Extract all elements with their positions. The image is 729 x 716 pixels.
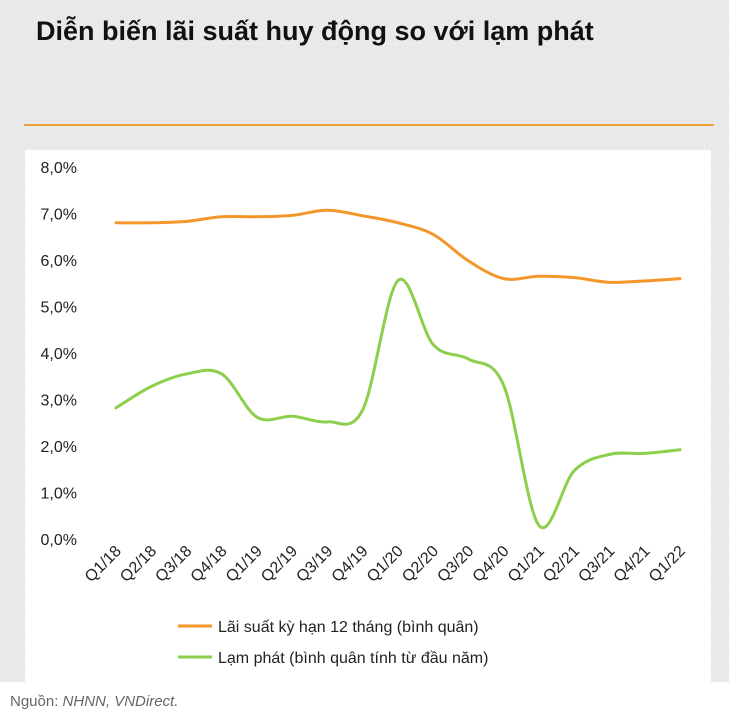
x-tick-label: Q3/18: [152, 543, 195, 586]
y-tick-label: 6,0%: [41, 253, 77, 270]
x-tick-label: Q2/21: [540, 543, 583, 586]
x-tick-label: Q3/19: [293, 543, 336, 586]
y-tick-label: 8,0%: [41, 160, 77, 177]
x-axis: Q1/18Q2/18Q3/18Q4/18Q1/19Q2/19Q3/19Q4/19…: [82, 543, 689, 586]
y-tick-label: 2,0%: [41, 439, 77, 456]
x-tick-label: Q4/20: [470, 543, 513, 586]
series-line-0: [114, 208, 682, 284]
source-value: NHNN, VNDirect.: [62, 693, 179, 710]
x-tick-label: Q1/21: [505, 543, 548, 586]
y-tick-label: 0,0%: [41, 532, 77, 549]
x-tick-label: Q3/21: [575, 543, 618, 586]
x-tick-label: Q4/21: [611, 543, 654, 586]
legend: Lãi suất kỳ hạn 12 tháng (bình quân) Lạm …: [178, 619, 488, 667]
title-divider: [24, 124, 714, 126]
chart-panel: [25, 150, 711, 683]
x-tick-label: Q4/18: [188, 543, 231, 586]
x-tick-label: Q1/18: [82, 543, 125, 586]
y-tick-label: 3,0%: [41, 393, 77, 410]
x-tick-label: Q2/20: [399, 543, 442, 586]
x-tick-label: Q1/19: [223, 543, 266, 586]
source-label: Nguồn:: [10, 693, 63, 710]
x-tick-label: Q1/22: [646, 543, 689, 586]
y-tick-label: 1,0%: [41, 486, 77, 503]
x-tick-label: Q3/20: [434, 543, 477, 586]
x-tick-label: Q2/18: [117, 543, 160, 586]
y-tick-label: 4,0%: [41, 346, 77, 363]
legend-label-0: Lãi suất kỳ hạn 12 tháng (bình quân): [218, 619, 479, 636]
legend-label-1: Lạm phát (bình quân tính từ đầu năm): [218, 650, 488, 667]
y-axis: 0,0% 1,0% 2,0% 3,0% 4,0% 5,0% 6,0% 7,0% 8,0%: [41, 160, 77, 549]
source-note: Nguồn: NHNN, VNDirect.: [10, 693, 178, 710]
y-tick-label: 7,0%: [41, 207, 77, 224]
series-line-1: [114, 277, 682, 530]
x-tick-label: Q4/19: [329, 543, 372, 586]
x-tick-label: Q2/19: [258, 543, 301, 586]
series-lines: [114, 208, 682, 530]
source-bar: [0, 682, 729, 716]
x-tick-label: Q1/20: [364, 543, 407, 586]
page-title: Diễn biến lãi suất huy động so với lạm p…: [36, 16, 594, 46]
y-tick-label: 5,0%: [41, 300, 77, 317]
